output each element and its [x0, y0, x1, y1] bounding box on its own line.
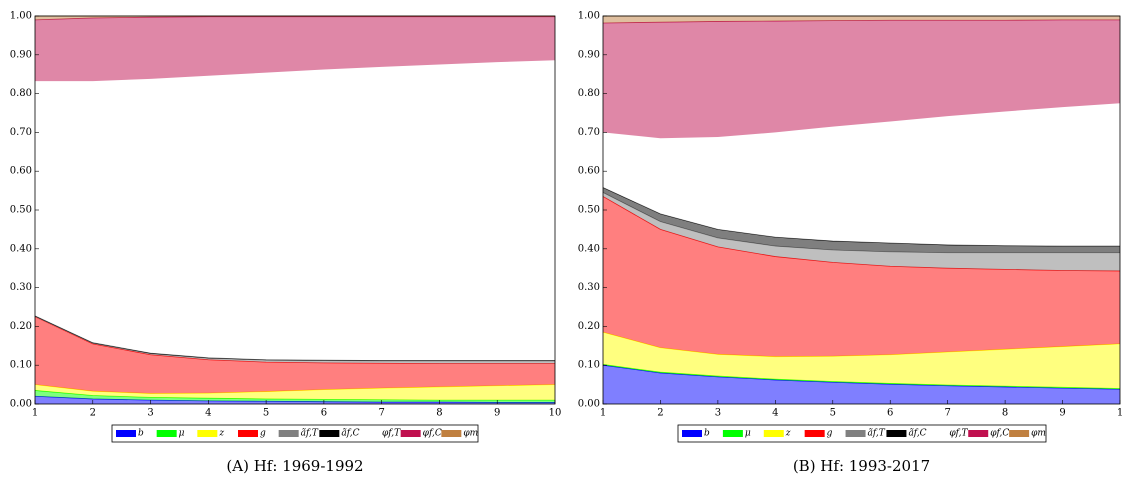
x-tick-label: 1	[32, 408, 38, 419]
y-tick-label: 0.70	[578, 127, 600, 138]
x-tick-label: 5	[830, 408, 836, 419]
area	[603, 16, 1120, 23]
legend-label: φm	[463, 429, 478, 439]
x-tick-label: 7	[944, 408, 950, 419]
area	[603, 103, 1120, 247]
y-tick-label: 0.00	[10, 399, 32, 410]
legend-swatch	[319, 430, 340, 437]
x-tick-label: 5	[263, 408, 269, 419]
area	[35, 384, 555, 401]
legend-label: φf,C	[990, 429, 1009, 439]
legend-label: μ	[745, 429, 751, 439]
legend-swatch	[116, 430, 136, 437]
area	[35, 16, 555, 20]
legend-swatch	[722, 430, 743, 437]
y-tick-label: 0.30	[10, 282, 32, 293]
y-tick-label: 0.10	[10, 360, 32, 371]
area	[603, 187, 1120, 253]
area	[603, 332, 1120, 389]
x-tick-label: 2	[657, 408, 663, 419]
area	[35, 316, 555, 394]
legend-swatch	[360, 430, 380, 437]
x-tick-label: 9	[494, 408, 500, 419]
y-tick-label: 0.60	[578, 166, 600, 177]
y-tick-label: 0.50	[10, 205, 32, 216]
x-tick-label: 7	[378, 408, 384, 419]
y-tick-label: 0.40	[578, 243, 600, 254]
x-tick-label: 8	[1002, 408, 1008, 419]
legend-swatch	[927, 430, 948, 437]
x-tick-label: 2	[90, 408, 96, 419]
area	[603, 196, 1120, 357]
legend-swatch	[238, 430, 258, 437]
legend-label: ãf,C	[908, 428, 926, 439]
legend-label: b	[138, 429, 144, 439]
legend-swatch	[845, 430, 866, 437]
y-tick-label: 0.80	[10, 88, 32, 99]
legend-label: z	[785, 429, 791, 439]
legend-swatch	[197, 430, 218, 437]
caption: (B) Hf: 1993-2017	[793, 457, 930, 475]
x-tick-label: 6	[321, 408, 327, 419]
area	[603, 365, 1120, 404]
y-tick-label: 0.20	[578, 321, 600, 332]
x-tick-label: 4	[205, 408, 211, 419]
x-tick-label: 10	[549, 408, 562, 419]
y-tick-label: 0.40	[10, 243, 32, 254]
legend-swatch	[156, 430, 177, 437]
legend-swatch	[1009, 430, 1030, 437]
legend-label: φf,T	[949, 429, 968, 439]
legend-label: ãf,T	[868, 428, 886, 439]
legend-swatch	[441, 430, 462, 437]
y-tick-label: 0.60	[10, 166, 32, 177]
legend-swatch	[763, 430, 784, 437]
legend-swatch	[886, 430, 907, 437]
x-tick-label: 1	[600, 408, 606, 419]
x-tick-label: 3	[715, 408, 721, 419]
x-tick-label: 4	[772, 408, 778, 419]
legend-label: z	[218, 429, 224, 439]
y-tick-label: 0.70	[10, 127, 32, 138]
legend-swatch	[804, 430, 825, 437]
x-tick-label: 8	[436, 408, 442, 419]
y-tick-label: 0.10	[578, 360, 600, 371]
legend-label: g	[260, 429, 266, 439]
y-tick-label: 0.00	[578, 399, 600, 410]
x-tick-label: 1	[1117, 408, 1122, 419]
legend-label: φf,C	[423, 429, 442, 439]
legend-label: ãf,C	[341, 428, 359, 439]
y-tick-label: 0.90	[10, 49, 32, 60]
y-tick-label: 0.80	[578, 88, 600, 99]
x-tick-label: 9	[1059, 408, 1065, 419]
legend-label: g	[827, 429, 833, 439]
caption: (A) Hf: 1969-1992	[226, 457, 363, 475]
x-tick-label: 6	[887, 408, 893, 419]
y-tick-label: 0.30	[578, 282, 600, 293]
y-tick-label: 1.00	[10, 11, 32, 22]
legend-label: φm	[1031, 429, 1046, 439]
y-tick-label: 1.00	[578, 11, 600, 22]
legend-swatch	[682, 430, 702, 437]
y-tick-label: 0.20	[10, 321, 32, 332]
y-tick-label: 0.50	[578, 205, 600, 216]
area	[35, 60, 555, 361]
legend-swatch	[968, 430, 989, 437]
x-tick-label: 3	[147, 408, 153, 419]
area	[35, 390, 555, 403]
legend-label: ãf,T	[301, 428, 319, 439]
legend-label: φf,T	[382, 429, 401, 439]
legend-swatch	[400, 430, 421, 437]
area	[603, 192, 1120, 271]
y-tick-label: 0.90	[578, 49, 600, 60]
area	[603, 19, 1120, 139]
legend-swatch	[278, 430, 299, 437]
legend-label: b	[704, 429, 710, 439]
legend-label: μ	[179, 429, 185, 439]
area	[35, 16, 555, 82]
